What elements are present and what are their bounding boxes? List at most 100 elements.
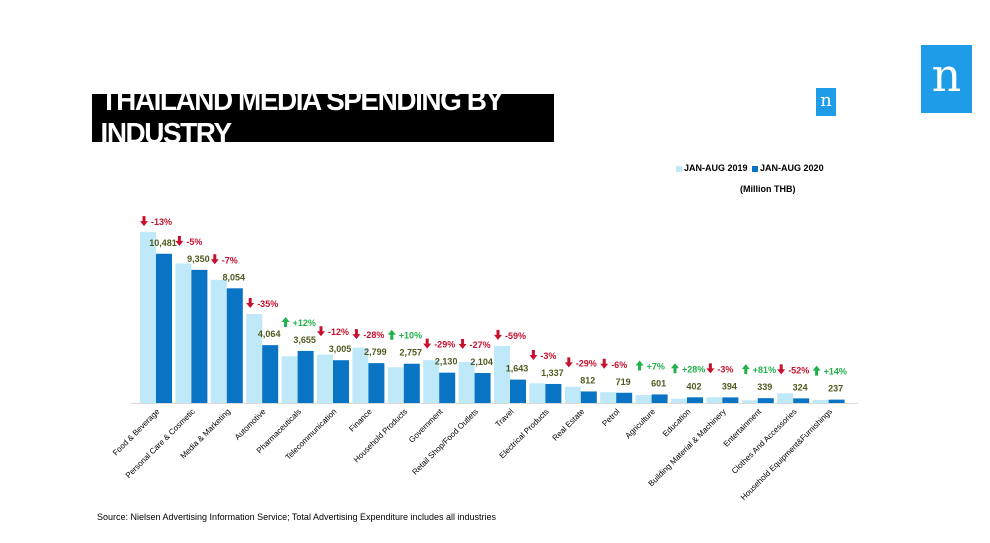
arrow-down-icon <box>210 254 219 265</box>
logo-glyph: n <box>931 48 962 102</box>
bar-2019 <box>317 354 333 403</box>
bar-2020 <box>297 350 314 403</box>
bar-2020 <box>191 269 208 403</box>
change-label: -13% <box>151 217 172 227</box>
bar-2020 <box>687 397 703 403</box>
arrow-up-icon <box>635 360 644 371</box>
bar-2020 <box>510 379 526 403</box>
change-label: -6% <box>611 360 627 370</box>
logo-glyph-small: n <box>820 90 832 111</box>
change-label: +10% <box>399 331 422 341</box>
arrow-down-icon <box>600 358 609 369</box>
arrow-down-icon <box>246 298 255 308</box>
legend-label-2020: JAN-AUG 2020 <box>760 163 824 173</box>
bar-2020 <box>828 399 845 403</box>
category-label: Building Material & Machinery <box>647 407 728 488</box>
change-label: -29% <box>434 340 455 350</box>
arrow-down-icon <box>458 339 467 350</box>
nielsen-logo: n <box>921 45 972 113</box>
value-label: 601 <box>651 378 666 388</box>
bar-2019 <box>671 398 687 403</box>
bar-2019 <box>140 232 156 403</box>
arrow-down-icon <box>706 363 715 374</box>
category-label: Government <box>407 407 445 445</box>
bar-2019 <box>387 367 404 403</box>
value-label: 339 <box>757 382 772 392</box>
bar-2020 <box>226 288 243 403</box>
category-label: Agriculture <box>624 407 658 441</box>
arrow-down-icon <box>423 338 432 349</box>
arrow-up-icon <box>812 365 821 376</box>
bar-2019 <box>494 345 510 403</box>
bar-2019 <box>458 361 475 403</box>
arrow-up-icon <box>387 329 396 340</box>
bar-2020 <box>722 397 739 403</box>
bar-2019 <box>423 360 440 403</box>
arrow-down-icon <box>529 349 538 360</box>
value-label: 394 <box>722 381 737 391</box>
bar-2019 <box>281 356 298 403</box>
bar-2019 <box>352 347 369 403</box>
value-label: 2,104 <box>470 357 493 367</box>
bar-2019 <box>529 383 546 403</box>
value-label: 10,481 <box>149 238 177 248</box>
change-label: +12% <box>293 318 316 328</box>
value-label: 324 <box>793 382 808 392</box>
bar-2019 <box>812 400 829 403</box>
legend-swatch-2019 <box>676 165 682 172</box>
bar-2020 <box>651 394 668 403</box>
arrow-down-icon <box>140 216 148 227</box>
bar-2020 <box>368 363 385 403</box>
category-label: Automotive <box>233 407 268 442</box>
bar-2019 <box>210 279 227 403</box>
change-label: +81% <box>753 365 776 375</box>
category-label: Personal Care & Cosmetic <box>124 407 197 480</box>
bar-2020 <box>262 345 279 403</box>
change-label: -5% <box>186 237 202 247</box>
change-label: +14% <box>824 367 847 377</box>
value-label: 1,337 <box>541 368 564 378</box>
bar-2020 <box>757 398 774 403</box>
value-label: 2,130 <box>435 357 458 367</box>
source-note: Source: Nielsen Advertising Information … <box>97 512 497 522</box>
bar-2020 <box>156 253 172 403</box>
category-label: Travel <box>494 407 516 429</box>
arrow-up-icon <box>281 316 290 327</box>
change-label: -12% <box>328 327 349 337</box>
arrow-down-icon <box>777 364 786 375</box>
bar-2019 <box>741 400 758 403</box>
value-label: 237 <box>828 384 843 394</box>
arrow-up-icon <box>671 363 679 374</box>
bar-2020 <box>580 391 597 403</box>
value-label: 402 <box>686 381 701 391</box>
value-label: 4,064 <box>258 329 281 339</box>
bar-2020 <box>333 360 349 403</box>
arrow-up-icon <box>741 364 750 375</box>
arrow-down-icon <box>494 329 502 340</box>
category-label: Education <box>661 407 693 439</box>
change-label: -35% <box>257 299 278 309</box>
nielsen-logo-small: n <box>816 88 836 116</box>
bar-2020 <box>545 383 562 403</box>
value-label: 9,350 <box>187 254 210 264</box>
arrow-down-icon <box>352 329 361 340</box>
units-label: (Million THB) <box>740 184 796 194</box>
bar-2019 <box>600 392 617 403</box>
change-label: -3% <box>540 351 556 361</box>
arrow-down-icon <box>175 235 184 246</box>
value-label: 1,643 <box>506 364 529 374</box>
arrow-down-icon <box>317 326 325 337</box>
bar-2020 <box>793 398 810 403</box>
value-label: 3,005 <box>329 344 352 354</box>
category-label: Finance <box>347 407 374 434</box>
bar-2019 <box>777 393 794 403</box>
change-label: +28% <box>682 364 705 374</box>
value-label: 812 <box>580 375 595 385</box>
legend: JAN-AUG 2019 JAN-AUG 2020 <box>676 163 824 173</box>
value-label: 8,054 <box>223 272 246 282</box>
category-label: Clothes And Accessories <box>730 407 799 476</box>
change-label: -29% <box>576 358 597 368</box>
category-label: Real Estate <box>551 407 587 443</box>
value-label: 3,655 <box>293 335 316 345</box>
